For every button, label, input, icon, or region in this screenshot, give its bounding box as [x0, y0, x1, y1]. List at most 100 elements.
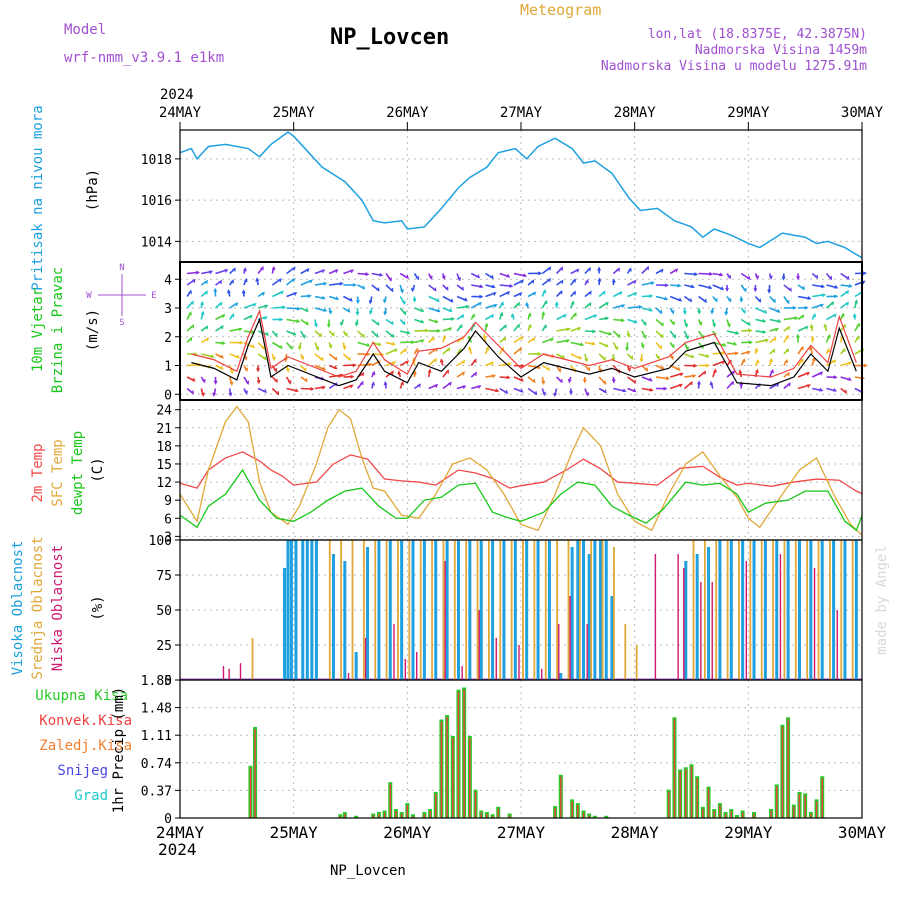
wind-arrow-head [406, 330, 411, 334]
wind-arrow-head [847, 361, 852, 366]
wind-arrow-head [273, 368, 278, 373]
cloud-low-bar [677, 554, 679, 680]
wind-arrow-head [190, 324, 195, 329]
wind-arrow-head [326, 323, 331, 329]
precip-conv-bar [571, 801, 573, 818]
wind-arrow-head [767, 289, 772, 294]
wind-arrow [286, 307, 300, 310]
coords-label: lon,lat (18.8375E, 42.3875N) [648, 27, 867, 42]
wind-arrow-head [746, 321, 751, 326]
wind-arrow-head [741, 358, 746, 363]
precip-conv-bar [685, 769, 687, 818]
wind-arrow-head [632, 388, 637, 393]
wind-arrow-head [834, 294, 839, 299]
precip-conv-bar [412, 816, 414, 818]
pressure-line [179, 131, 863, 259]
wind-arrow-head [710, 310, 715, 315]
cloud-mid-bar [613, 547, 615, 680]
precip-conv-bar [429, 811, 431, 818]
wind-arrow-head [746, 275, 751, 281]
precip-conv-bar [254, 728, 256, 818]
wind-arrow-head [350, 374, 355, 379]
precip-conv-bar [741, 812, 744, 818]
precip-conv-bar [446, 717, 448, 818]
cloud-low-bar [813, 568, 816, 680]
cloud-high-bar [752, 540, 756, 680]
wind-arrow-head [389, 320, 394, 326]
wind-arrow-head [812, 312, 817, 318]
cloud-panel: 0 25 50 75 100 [149, 534, 863, 689]
precip-total-bar [734, 815, 739, 818]
wind-arrow-head [356, 299, 360, 305]
cloud-high-bar [797, 540, 801, 680]
cloud-high-bar [718, 540, 722, 680]
wind-arrow-head [352, 283, 357, 287]
wind-arrow-head [809, 323, 814, 329]
wind-arrow-head [618, 291, 623, 296]
wind-arrow-head [420, 319, 425, 324]
wind-arrow-head [205, 337, 210, 342]
wind-arrow [641, 295, 653, 298]
precip-conv-bar [702, 808, 704, 818]
wind-arrow-head [294, 388, 299, 392]
wind-arrow-head [473, 371, 477, 376]
wind-arrow-head [832, 313, 837, 318]
cloud-high-bar [301, 540, 305, 680]
wind-arrow-head [820, 284, 826, 289]
wind-arrow-head [663, 386, 668, 391]
wind-arrow-head [321, 295, 326, 300]
cloud-mid-bar [251, 638, 254, 680]
wind-arrow-head [542, 391, 547, 397]
wind-arrow-head [708, 272, 714, 276]
wind-arrow-head [845, 275, 850, 280]
wind-arrow-head [485, 346, 490, 351]
wind-arrow-head [333, 356, 338, 361]
wind-arrow-head [703, 298, 707, 304]
wind-arrow-head [643, 334, 647, 340]
wind-arrow [641, 281, 654, 286]
wind-arrow [655, 376, 669, 380]
wind-arrow-head [333, 365, 338, 370]
wind-arrow-head [800, 345, 804, 350]
wind-arrow [300, 387, 314, 390]
wind-arrow [286, 318, 300, 323]
bottom-date-label: 30MAY [838, 823, 887, 842]
wind-arrow-head [318, 333, 323, 338]
wind-arrow-head [757, 298, 761, 303]
wind-arrow-head [339, 282, 344, 286]
wind-arrow-head [714, 298, 718, 303]
wind-arrow-head [671, 344, 675, 349]
wind-arrow-head [570, 300, 575, 305]
wind-arrow-head [693, 363, 698, 368]
wind-arrow-head [405, 274, 409, 279]
wind-arrow-head [402, 300, 406, 305]
precip-frame [179, 679, 863, 819]
pressure-units: (hPa) [85, 169, 101, 211]
wind-arrow-head [549, 337, 554, 342]
wind-arrow-head [304, 308, 309, 313]
bottom-date-label: 27MAY [497, 823, 546, 842]
wind-arrow-head [708, 285, 713, 289]
wind-arrow-head [572, 290, 576, 295]
wind-arrow-head [642, 321, 647, 327]
wind-arrow-head [585, 392, 590, 397]
wind-arrow-head [420, 339, 425, 343]
wind-arrow-head [374, 333, 379, 338]
wind-arrow-head [479, 294, 484, 299]
wind-arrow-head [670, 310, 675, 315]
wind-arrow [712, 351, 725, 355]
wind-arrow-head [230, 312, 235, 318]
bottom-date-label: 25MAY [270, 823, 319, 842]
wind-arrow-head [506, 273, 511, 278]
wind-arrow-head [200, 310, 205, 315]
wind-arrow-head [546, 366, 551, 371]
wind-arrow-head [659, 268, 664, 273]
wind-arrow-head [229, 369, 234, 375]
wind-arrow-head [293, 292, 298, 296]
wind-arrow-head [402, 311, 407, 316]
station-title: NP_Lovcen [330, 25, 449, 50]
wind-arrow-head [528, 323, 532, 328]
wind-ylabel-1: 10m Vjetar [30, 288, 46, 372]
wind-arrow-head [616, 267, 621, 272]
